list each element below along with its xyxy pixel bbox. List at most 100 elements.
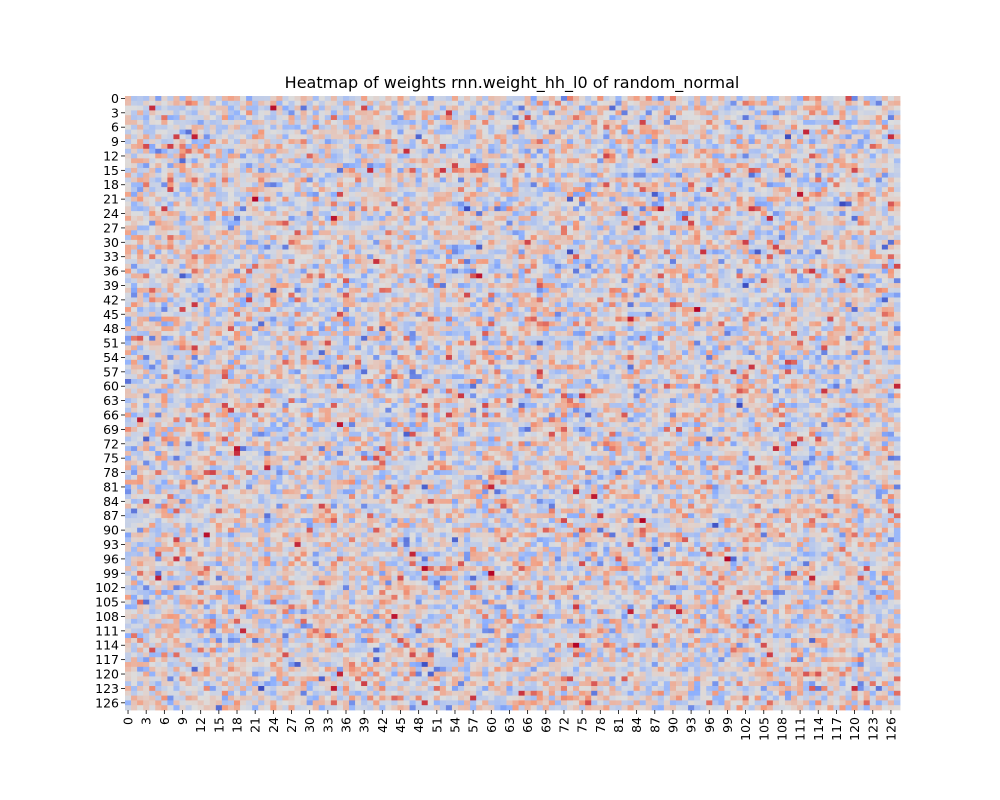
heatmap-cell: [560, 177, 568, 183]
heatmap-cell: [336, 115, 344, 121]
heatmap-cell: [324, 225, 332, 231]
heatmap-cell: [294, 249, 301, 255]
heatmap-cell: [560, 134, 568, 140]
heatmap-cell: [833, 153, 840, 159]
heatmap-cell: [373, 263, 380, 270]
heatmap-cell: [385, 163, 392, 169]
heatmap-cell: [209, 187, 217, 193]
heatmap-cell: [445, 172, 453, 178]
heatmap-cell: [530, 230, 538, 236]
heatmap-cell: [760, 230, 768, 236]
heatmap-cell: [718, 206, 725, 212]
heatmap-cell: [361, 163, 368, 169]
heatmap-cell: [500, 172, 507, 178]
heatmap-cell: [833, 191, 840, 198]
heatmap-cell: [415, 211, 423, 217]
heatmap-cell: [373, 230, 380, 236]
heatmap-cell: [131, 235, 138, 241]
heatmap-cell: [482, 263, 489, 270]
heatmap-cell: [615, 259, 622, 265]
heatmap-cell: [675, 148, 683, 154]
heatmap-cell: [657, 124, 665, 130]
heatmap-cell: [542, 153, 550, 159]
heatmap-cell: [355, 115, 362, 121]
heatmap-cell: [373, 177, 380, 183]
heatmap-cell: [706, 230, 713, 236]
heatmap-cell: [766, 259, 774, 265]
heatmap-cell: [791, 220, 798, 226]
heatmap-cell: [349, 124, 356, 130]
heatmap-cell: [149, 129, 156, 135]
heatmap-cell: [149, 167, 156, 174]
heatmap-cell: [246, 273, 253, 279]
heatmap-cell: [875, 244, 883, 250]
heatmap-cell: [645, 215, 653, 222]
heatmap-cell: [500, 105, 507, 111]
heatmap-cell: [706, 119, 713, 126]
heatmap-cell: [173, 225, 180, 231]
heatmap-cell: [149, 124, 156, 130]
heatmap-cell: [294, 163, 301, 169]
heatmap-cell: [772, 143, 780, 150]
heatmap-cell: [712, 143, 719, 150]
heatmap-cell: [336, 268, 344, 274]
heatmap-cell: [131, 110, 138, 116]
heatmap-cell: [893, 230, 901, 236]
heatmap-cell: [373, 211, 380, 217]
heatmap-cell: [476, 158, 483, 164]
heatmap-cell: [197, 100, 205, 106]
heatmap-cell: [276, 196, 283, 202]
heatmap-cell: [227, 191, 235, 198]
heatmap-cell: [203, 115, 211, 121]
heatmap-cell: [342, 268, 350, 274]
heatmap-cell: [748, 196, 756, 202]
heatmap-cell: [760, 172, 768, 178]
heatmap-cell: [675, 96, 683, 102]
heatmap-cell: [833, 239, 840, 246]
heatmap-cell: [803, 206, 810, 212]
heatmap-cell: [857, 158, 865, 164]
heatmap-cell: [754, 244, 762, 250]
heatmap-cell: [809, 259, 816, 265]
heatmap-cell: [379, 139, 386, 145]
heatmap-cell: [361, 191, 368, 198]
heatmap-cell: [518, 254, 526, 260]
heatmap-cell: [809, 167, 816, 174]
heatmap-cell: [470, 96, 477, 102]
heatmap-cell: [282, 153, 289, 159]
heatmap-cell: [300, 244, 308, 250]
heatmap-cell: [881, 225, 889, 231]
heatmap-cell: [760, 191, 768, 198]
heatmap-cell: [488, 278, 495, 284]
heatmap-cell: [791, 129, 798, 135]
heatmap-cell: [663, 153, 671, 159]
heatmap-cell: [161, 110, 168, 116]
heatmap-cell: [403, 134, 410, 140]
heatmap-cell: [730, 187, 737, 193]
heatmap-cell: [742, 220, 750, 226]
heatmap-cell: [645, 191, 653, 198]
heatmap-cell: [433, 110, 441, 116]
heatmap-cell: [554, 235, 562, 241]
heatmap-cell: [288, 100, 295, 106]
heatmap-cell: [700, 115, 707, 121]
heatmap-cell: [173, 196, 180, 202]
heatmap-cell: [554, 239, 562, 246]
heatmap-cell: [149, 158, 156, 164]
heatmap-cell: [518, 105, 526, 111]
heatmap-cell: [815, 220, 822, 226]
heatmap-cell: [809, 249, 816, 255]
heatmap-cell: [209, 163, 217, 169]
heatmap-cell: [815, 124, 822, 130]
heatmap-cell: [851, 148, 859, 154]
heatmap-cell: [784, 177, 792, 183]
heatmap-cell: [149, 143, 156, 150]
heatmap-cell: [294, 201, 301, 207]
heatmap-cell: [863, 211, 871, 217]
heatmap-cell: [784, 244, 792, 250]
heatmap-cell: [385, 211, 392, 217]
heatmap-cell: [621, 129, 628, 135]
heatmap-cell: [203, 211, 211, 217]
heatmap-cell: [742, 268, 750, 274]
